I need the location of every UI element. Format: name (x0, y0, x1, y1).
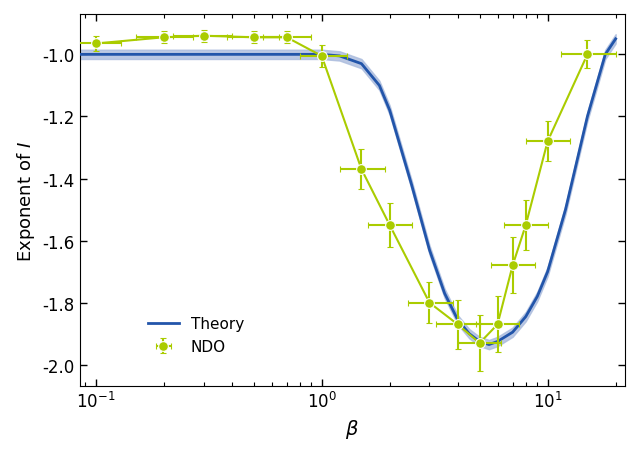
Theory (476, 339, 483, 344)
Theory (70, 52, 77, 58)
Theory (534, 294, 541, 299)
Theory (358, 62, 365, 67)
Theory (465, 331, 473, 337)
Theory (509, 330, 516, 335)
Theory (318, 52, 326, 58)
Theory (336, 54, 344, 60)
Theory (376, 83, 383, 89)
X-axis label: $\beta$: $\beta$ (346, 417, 359, 440)
Legend: Theory, NDO: Theory, NDO (142, 311, 250, 360)
Theory (426, 248, 433, 253)
Theory (602, 52, 609, 58)
Theory (454, 317, 461, 323)
Theory (250, 52, 257, 58)
Theory (92, 52, 100, 58)
Theory (200, 52, 207, 58)
Theory (493, 339, 501, 344)
Theory (386, 108, 394, 114)
Theory (485, 342, 493, 348)
Theory (522, 314, 529, 320)
Line: Theory: Theory (74, 40, 616, 345)
Theory (408, 182, 415, 188)
Theory (612, 37, 620, 42)
Theory (160, 52, 168, 58)
Theory (562, 207, 570, 213)
Theory (283, 52, 291, 58)
Theory (441, 291, 449, 297)
Theory (584, 115, 591, 120)
Theory (132, 52, 140, 58)
Y-axis label: Exponent of $I$: Exponent of $I$ (15, 141, 37, 261)
Theory (544, 269, 552, 275)
